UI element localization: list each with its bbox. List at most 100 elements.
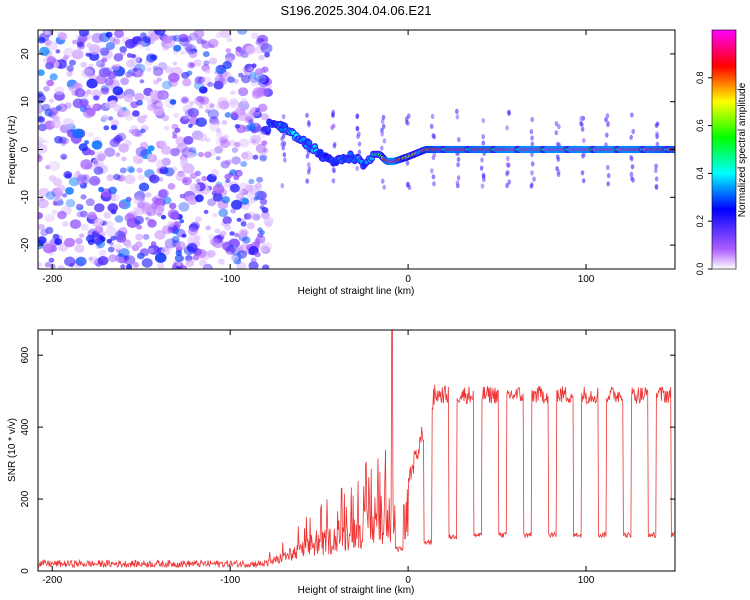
noise-speckle: [58, 32, 68, 41]
noise-speckle: [204, 266, 211, 269]
noise-speckle: [104, 147, 116, 157]
noise-speckle: [258, 152, 268, 161]
noise-speckle: [88, 44, 101, 55]
noise-speckle: [229, 231, 235, 236]
noise-speckle: [75, 237, 83, 245]
noise-speckle: [83, 174, 90, 180]
noise-speckle: [146, 53, 156, 63]
streak-dot: [505, 182, 509, 189]
y-tick-label: -10: [20, 190, 31, 205]
colorbar: [711, 29, 737, 270]
streak-dot: [579, 115, 583, 122]
noise-speckle: [171, 236, 180, 243]
noise-speckle: [215, 120, 221, 126]
noise-speckle: [201, 175, 208, 182]
streak-dot: [630, 164, 635, 170]
noise-speckle: [198, 259, 207, 267]
streak-dot: [382, 184, 387, 190]
noise-speckle: [246, 222, 255, 230]
noise-speckle: [236, 170, 243, 176]
noise-speckle: [43, 139, 48, 144]
noise-speckle: [91, 32, 104, 44]
ridge-point: [318, 150, 323, 155]
noise-speckle: [210, 168, 220, 177]
noise-speckle: [189, 183, 201, 193]
colorbar-tick-label: 0.6: [695, 119, 705, 132]
streak-dot: [480, 157, 484, 163]
noise-speckle: [259, 230, 265, 235]
noise-speckle: [178, 37, 190, 47]
noise-speckle: [147, 145, 155, 152]
noise-speckle: [202, 51, 210, 58]
x-tick-label: -100: [220, 575, 240, 586]
noise-speckle: [207, 81, 214, 87]
noise-speckle: [53, 91, 65, 101]
noise-speckle: [259, 198, 268, 205]
colorbar-tick-label: 0.4: [695, 167, 705, 180]
noise-speckle: [51, 209, 58, 215]
noise-speckle: [195, 178, 201, 183]
colorbar-axis: 0.0 0.2 0.4 0.6 0.8: [695, 72, 712, 275]
noise-speckle: [113, 53, 124, 62]
noise-speckle: [38, 116, 45, 123]
noise-speckle: [120, 108, 131, 117]
noise-speckle: [188, 199, 195, 206]
spectrogram-xlabel: Height of straight line (km): [298, 286, 415, 297]
noise-speckle: [155, 159, 167, 169]
noise-speckle: [69, 219, 82, 230]
noise-speckle: [195, 216, 202, 223]
noise-speckle: [76, 203, 82, 209]
streak-dot: [629, 171, 634, 177]
noise-speckle: [198, 104, 204, 109]
noise-speckle: [112, 64, 120, 71]
noise-speckle: [189, 101, 194, 106]
noise-speckle: [227, 76, 235, 83]
streak-dot: [479, 165, 484, 171]
noise-speckle: [217, 77, 228, 86]
noise-speckle: [139, 79, 145, 84]
noise-speckle: [180, 50, 186, 55]
streak-dot: [654, 176, 659, 182]
noise-speckle: [93, 161, 99, 166]
noise-speckle: [114, 215, 124, 223]
noise-speckle: [146, 66, 152, 72]
noise-speckle: [258, 54, 265, 61]
noise-speckle: [96, 240, 106, 249]
noise-speckle: [87, 211, 97, 220]
noise-speckle: [167, 220, 175, 228]
noise-speckle: [240, 97, 247, 104]
streak-dot: [380, 145, 384, 151]
streak-dot: [630, 112, 634, 118]
noise-speckle: [62, 193, 68, 198]
streak-dot: [580, 126, 585, 132]
noise-speckle: [252, 135, 261, 143]
noise-speckle: [71, 49, 84, 60]
noise-speckle: [257, 227, 263, 233]
noise-speckle: [164, 66, 173, 74]
noise-speckle: [46, 56, 57, 65]
noise-speckle: [176, 261, 182, 267]
y-tick-label: -20: [20, 237, 31, 252]
noise-speckle: [265, 84, 272, 89]
noise-speckle: [209, 238, 219, 246]
noise-speckle: [157, 189, 168, 198]
noise-speckle: [132, 262, 140, 268]
noise-speckle: [131, 128, 141, 137]
noise-speckle: [217, 97, 229, 107]
x-tick-label: 0: [405, 575, 411, 586]
noise-speckle: [142, 234, 150, 240]
streak-dot: [457, 137, 461, 143]
noise-speckle: [258, 77, 269, 88]
noise-speckle: [110, 196, 117, 202]
streak-dot: [381, 114, 386, 120]
noise-speckle: [195, 248, 207, 259]
noise-speckle: [69, 59, 76, 66]
noise-speckle: [214, 228, 221, 234]
noise-speckle: [134, 207, 142, 214]
streak-dot: [654, 163, 658, 169]
noise-speckle: [197, 133, 208, 142]
noise-speckle: [189, 172, 197, 179]
noise-speckle: [162, 35, 173, 44]
noise-speckle: [157, 212, 163, 217]
noise-speckle: [114, 134, 123, 143]
